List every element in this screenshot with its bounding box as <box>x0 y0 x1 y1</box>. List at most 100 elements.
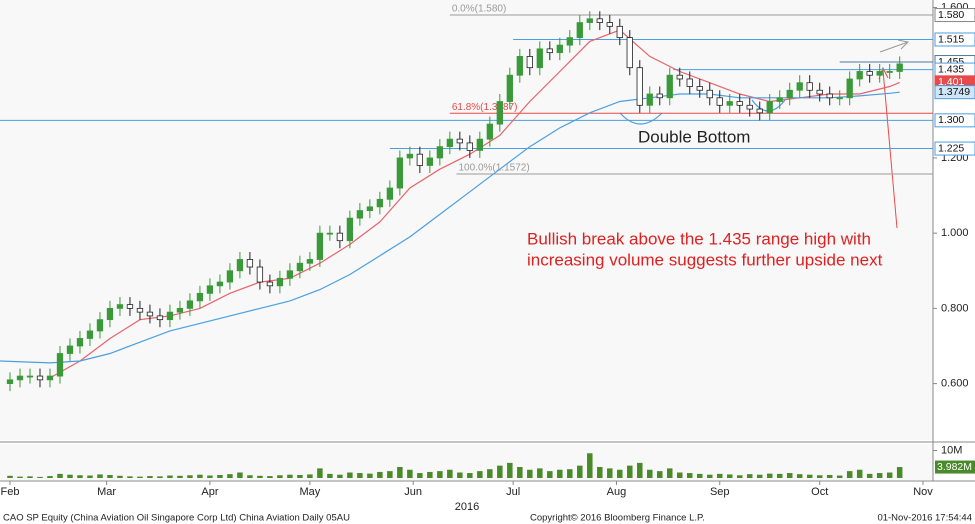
volume-bar <box>706 474 713 478</box>
x-tick-label: May <box>299 486 320 498</box>
candle-body <box>356 210 364 219</box>
candle-body <box>496 101 503 125</box>
candle-body <box>866 71 873 76</box>
candle-body <box>896 63 903 72</box>
volume-bar <box>667 468 673 478</box>
candle-body <box>276 277 284 287</box>
volume-bar <box>7 475 13 478</box>
candle-body <box>816 89 823 95</box>
volume-bar <box>297 474 303 478</box>
x-tick-label: Aug <box>607 486 627 498</box>
price-tag <box>934 113 975 128</box>
volume-bar <box>826 474 833 478</box>
volume-bar <box>397 467 403 478</box>
price-tag-label: 1.300 <box>938 114 964 126</box>
volume-tick-label: 10M <box>941 444 962 456</box>
volume-bar <box>846 471 853 478</box>
candle-body <box>416 153 423 166</box>
candle-body <box>686 78 693 87</box>
price-tag-label: 1.435 <box>938 63 964 75</box>
footer-copyright: Copyright© 2016 Bloomberg Finance L.P. <box>530 513 705 524</box>
candle-body <box>586 18 593 23</box>
volume-bar <box>557 469 563 478</box>
volume-bar <box>67 474 73 478</box>
volume-bar <box>237 472 243 478</box>
candle-body <box>566 37 573 46</box>
volume-bar <box>527 469 533 478</box>
volume-bar <box>167 475 173 478</box>
trend-arrow <box>879 41 909 53</box>
candle-body <box>476 138 483 151</box>
x-tick-label: Sep <box>710 486 730 498</box>
candle-body <box>526 56 533 69</box>
candle-body <box>86 330 94 339</box>
volume-bar <box>806 474 813 478</box>
candle-body <box>806 82 813 91</box>
price-panel <box>0 0 933 440</box>
volume-bar <box>107 474 113 478</box>
candle-body <box>796 82 803 91</box>
price-tag <box>934 8 975 23</box>
candle-body <box>46 375 54 381</box>
volume-panel <box>0 444 933 480</box>
candle-body <box>726 101 733 106</box>
candle-body <box>486 123 493 140</box>
volume-bar <box>836 475 843 478</box>
volume-bar <box>277 475 283 478</box>
candle-body <box>386 187 394 200</box>
candle-body <box>756 108 763 114</box>
x-tick-label: Apr <box>201 486 218 498</box>
volume-bar <box>736 475 743 478</box>
candle-body <box>406 153 414 159</box>
volume-bar <box>417 473 423 478</box>
volume-bar <box>776 473 783 478</box>
volume-bar <box>746 474 753 478</box>
candle-body <box>746 104 753 110</box>
candle-body <box>146 311 154 317</box>
candle-body <box>296 262 304 272</box>
volume-bar <box>267 476 273 478</box>
candle-body <box>446 138 453 148</box>
candle-body <box>346 217 354 242</box>
volume-bar <box>886 472 893 478</box>
volume-bar <box>726 474 733 478</box>
volume-bar <box>177 475 183 478</box>
candle-body <box>16 375 24 381</box>
level-label: 0.0%(1.580) <box>452 4 506 15</box>
candle-body <box>316 232 324 260</box>
candle-body <box>6 379 14 384</box>
volume-bar <box>517 467 523 478</box>
volume-bar <box>227 474 233 478</box>
volume-bar <box>766 473 773 478</box>
moving-average <box>49 29 900 379</box>
candle-body <box>546 48 553 54</box>
candle-body <box>836 97 843 100</box>
volume-bar <box>467 473 473 478</box>
volume-bar <box>487 469 493 478</box>
y-tick-label: 0.800 <box>941 302 969 314</box>
volume-bar <box>117 475 123 478</box>
volume-bar <box>327 473 333 478</box>
x-tick-label: Jul <box>506 486 520 498</box>
candle-body <box>56 353 64 377</box>
candle-body <box>786 89 793 99</box>
candle-body <box>466 142 473 151</box>
volume-bar <box>157 476 163 478</box>
trend-arrow-head <box>897 39 910 50</box>
candle-body <box>26 375 34 378</box>
candle-body <box>136 307 144 313</box>
volume-bar <box>567 469 573 478</box>
candle-body <box>106 307 114 321</box>
volume-bar <box>287 474 293 478</box>
candle-body <box>876 71 883 76</box>
price-tag <box>934 141 975 156</box>
price-tag <box>934 32 975 47</box>
candle-body <box>436 146 443 159</box>
candle-body <box>236 259 244 272</box>
candle-body <box>376 198 384 208</box>
volume-bar <box>367 473 373 478</box>
volume-bar <box>427 471 433 478</box>
year-label: 2016 <box>455 501 479 513</box>
candle-body <box>826 93 833 99</box>
